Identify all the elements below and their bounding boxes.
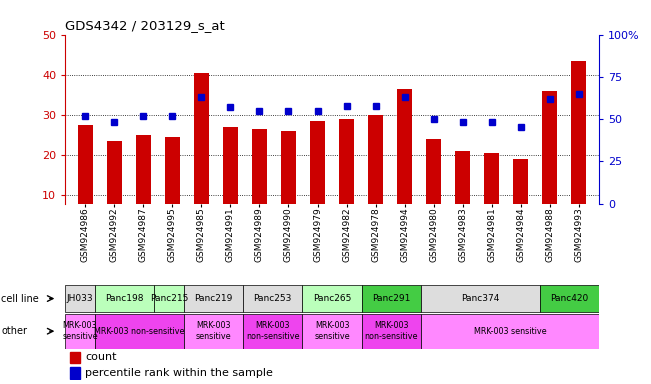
Bar <box>302 314 362 349</box>
Bar <box>107 141 122 236</box>
Bar <box>243 314 302 349</box>
Bar <box>302 285 362 313</box>
Bar <box>514 159 528 236</box>
Text: GDS4342 / 203129_s_at: GDS4342 / 203129_s_at <box>65 19 225 32</box>
Bar <box>397 89 412 236</box>
Text: MRK-003
sensitive: MRK-003 sensitive <box>62 321 98 341</box>
Text: Panc198: Panc198 <box>105 294 144 303</box>
Text: Panc374: Panc374 <box>461 294 499 303</box>
Bar <box>362 285 421 313</box>
Bar <box>184 285 243 313</box>
Text: other: other <box>1 326 27 336</box>
Bar <box>368 115 383 236</box>
Text: MRK-003
non-sensitive: MRK-003 non-sensitive <box>246 321 299 341</box>
Text: Panc215: Panc215 <box>150 294 188 303</box>
Text: MRK-003
non-sensitive: MRK-003 non-sensitive <box>365 321 418 341</box>
Text: MRK-003
sensitive: MRK-003 sensitive <box>314 321 350 341</box>
Bar <box>165 137 180 236</box>
Text: Panc291: Panc291 <box>372 294 411 303</box>
Text: count: count <box>85 353 117 362</box>
Bar <box>78 125 92 236</box>
Text: percentile rank within the sample: percentile rank within the sample <box>85 368 273 378</box>
Text: cell line: cell line <box>1 293 39 304</box>
Text: JH033: JH033 <box>66 294 93 303</box>
Bar <box>243 285 302 313</box>
Bar <box>95 285 154 313</box>
Text: Panc219: Panc219 <box>194 294 232 303</box>
Bar <box>542 91 557 236</box>
Bar <box>136 135 150 236</box>
Text: Panc420: Panc420 <box>550 294 589 303</box>
Bar <box>311 121 325 236</box>
Bar <box>362 314 421 349</box>
Bar <box>223 127 238 236</box>
Bar <box>65 285 95 313</box>
Text: Panc253: Panc253 <box>253 294 292 303</box>
Bar <box>65 314 95 349</box>
Bar <box>426 139 441 236</box>
Bar <box>421 285 540 313</box>
Text: MRK-003 non-sensitive: MRK-003 non-sensitive <box>94 327 184 336</box>
Text: Panc265: Panc265 <box>313 294 351 303</box>
Text: MRK-003 sensitive: MRK-003 sensitive <box>474 327 546 336</box>
Bar <box>421 314 599 349</box>
Bar <box>572 61 586 236</box>
Bar <box>95 314 184 349</box>
Bar <box>339 119 353 236</box>
Bar <box>281 131 296 236</box>
Bar <box>194 73 209 236</box>
Bar <box>540 285 599 313</box>
Text: MRK-003
sensitive: MRK-003 sensitive <box>195 321 231 341</box>
Bar <box>455 151 470 236</box>
Bar <box>154 285 184 313</box>
Bar <box>70 352 80 363</box>
Bar <box>70 367 80 379</box>
Bar <box>252 129 267 236</box>
Bar <box>484 153 499 236</box>
Bar <box>184 314 243 349</box>
